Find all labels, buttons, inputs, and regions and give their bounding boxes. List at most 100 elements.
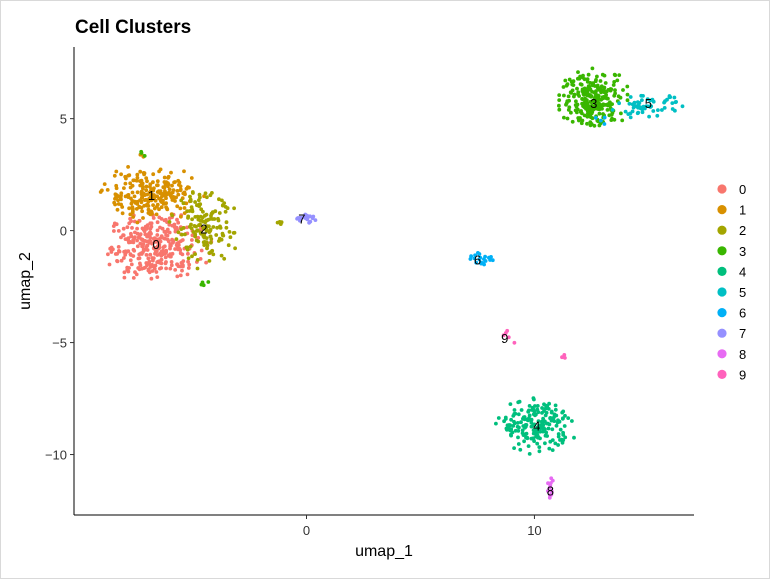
cluster-4-point <box>537 423 541 428</box>
cluster-3-point <box>562 115 566 120</box>
cluster-5-point <box>641 94 645 98</box>
cluster-1-point <box>158 196 163 201</box>
cluster-4-point <box>509 427 514 432</box>
cluster-3-point <box>199 282 204 287</box>
cluster-1-point <box>162 175 167 180</box>
cluster-4-point <box>549 409 554 414</box>
cluster-4-point <box>516 442 521 446</box>
legend-label-2: 2 <box>739 223 746 238</box>
cluster-5-point <box>635 105 640 109</box>
cluster-2-point <box>210 210 215 215</box>
cluster-5-point <box>668 95 673 99</box>
cluster-9-point <box>503 331 508 335</box>
cluster-5-point <box>640 110 645 115</box>
cluster-0-point <box>147 259 152 264</box>
cluster-1-point <box>116 202 121 206</box>
cluster-0-point <box>186 251 190 256</box>
cluster-0-point <box>125 265 130 270</box>
cluster-3-point <box>574 104 579 109</box>
cluster-2-point <box>206 217 211 222</box>
cluster-3-point <box>586 87 591 92</box>
cluster-3-point <box>597 111 602 116</box>
cluster-5-point <box>632 100 637 105</box>
cluster-0-point <box>116 245 121 249</box>
cluster-5-point <box>630 109 635 114</box>
cluster-4-point <box>532 422 537 427</box>
legend-label-3: 3 <box>739 244 746 259</box>
cluster-label-3: 3 <box>590 96 597 111</box>
cluster-3-point <box>616 94 621 99</box>
cluster-4-point <box>542 402 546 407</box>
cluster-0-point <box>169 260 174 264</box>
legend-swatch-2 <box>717 225 727 235</box>
cluster-0-point <box>169 263 174 268</box>
cluster-2-point <box>222 201 227 206</box>
cluster-1-point <box>152 206 157 211</box>
cluster-2-point <box>174 237 179 242</box>
cluster-5-point <box>647 104 651 109</box>
cluster-4-point <box>509 417 513 422</box>
cluster-1-point <box>155 183 160 188</box>
cluster-1-point <box>120 211 125 216</box>
cluster-3-point <box>597 88 602 92</box>
cluster-1-point <box>122 186 126 191</box>
cluster-4-point <box>527 452 532 456</box>
cluster-1-point <box>112 173 117 178</box>
cluster-3-point <box>139 149 144 154</box>
cluster-2-point <box>207 259 212 263</box>
cluster-3-point <box>579 121 584 126</box>
cluster-1-point <box>135 172 140 177</box>
cluster-0-point <box>187 262 192 267</box>
cluster-1-point <box>130 206 135 211</box>
cluster-4-point <box>512 419 516 424</box>
cluster-7-point <box>305 217 310 222</box>
cluster-3-point <box>620 118 625 123</box>
cluster-4-point <box>515 421 520 425</box>
cluster-1-point <box>160 192 165 196</box>
cluster-0-point <box>126 240 131 245</box>
cluster-0-point <box>153 250 158 255</box>
cluster-3-point <box>595 107 600 111</box>
cluster-2-point <box>207 251 212 255</box>
cluster-1-point <box>126 165 130 169</box>
cluster-label-9: 9 <box>501 331 508 346</box>
cluster-2-point <box>207 224 211 229</box>
cluster-1-point <box>164 201 169 206</box>
cluster-0-point <box>149 276 154 281</box>
cluster-1-point <box>138 179 142 184</box>
cluster-0-point <box>174 225 179 230</box>
cluster-1-point <box>168 193 173 198</box>
cluster-4-point <box>544 410 549 415</box>
cluster-1-point <box>142 198 147 203</box>
cluster-4-point <box>522 439 526 444</box>
cluster-3-point <box>570 119 575 124</box>
cluster-0-point <box>135 226 140 231</box>
cluster-3-point <box>611 83 616 87</box>
cluster-0-point <box>146 256 151 261</box>
cluster-4-point <box>506 425 511 429</box>
cluster-1-point <box>115 207 120 212</box>
cluster-0-point <box>138 233 143 237</box>
cluster-2-point <box>208 193 213 198</box>
cluster-4-point <box>519 420 523 425</box>
cluster-0-point <box>142 229 147 234</box>
cluster-3-point <box>607 113 612 118</box>
cluster-4-point <box>546 426 551 431</box>
cluster-9-point <box>506 335 511 340</box>
cluster-0-point <box>128 258 133 263</box>
cluster-2-point <box>233 246 238 251</box>
cluster-3-point <box>606 88 611 92</box>
cluster-4-point <box>572 435 576 440</box>
cluster-4-point <box>558 427 563 432</box>
cluster-2-point <box>201 209 205 214</box>
cluster-7-point <box>313 218 318 223</box>
cluster-3-point <box>577 94 581 98</box>
points-layer <box>98 66 685 500</box>
cluster-0-point <box>145 223 150 228</box>
cluster-0-point <box>122 270 127 275</box>
cluster-4-point <box>561 409 566 414</box>
cluster-2-point <box>193 200 198 204</box>
legend-label-0: 0 <box>739 182 746 197</box>
cluster-0-point <box>108 246 113 251</box>
cluster-4-point <box>502 419 506 424</box>
